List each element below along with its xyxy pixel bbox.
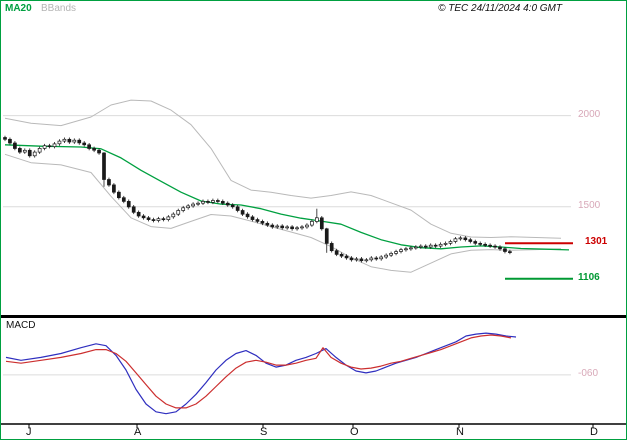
y-axis-label-1500: 1500 (578, 200, 601, 211)
x-axis-month-label: O (350, 426, 359, 438)
legend-ma20-label: MA20 (5, 3, 32, 14)
x-axis-month-label: N (456, 426, 464, 438)
y-axis-label-2000: 2000 (578, 109, 601, 120)
copyright-timestamp: © TEC 24/11/2024 4:0 GMT (438, 3, 562, 14)
level-label-green: 1106 (578, 272, 600, 283)
bollinger-lower-line (4, 153, 562, 273)
macd-signal-line (5, 334, 512, 409)
candles-group (3, 135, 512, 263)
macd-line (5, 332, 517, 415)
x-axis-month-label: S (260, 426, 268, 438)
macd-panel-title: MACD (6, 320, 36, 331)
macd-axis-label: -060 (578, 368, 599, 379)
bollinger-upper-line (4, 99, 562, 239)
x-axis-month-label: A (134, 426, 142, 438)
level-label-red: 1301 (585, 236, 608, 247)
legend-bbands-label: BBands (41, 3, 77, 14)
panel-divider (1, 315, 626, 318)
x-axis-month-label: D (590, 426, 598, 438)
ma20-line (4, 144, 570, 251)
x-axis-month-label: J (26, 426, 32, 438)
